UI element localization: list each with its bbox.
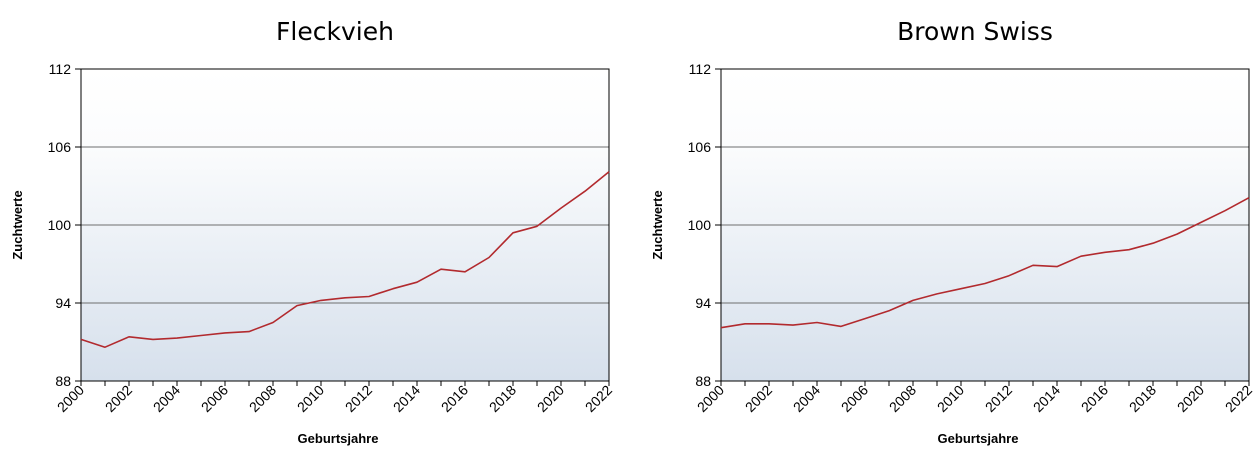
x-tick-label: 2010: [294, 382, 327, 415]
x-tick-label: 2012: [342, 382, 375, 415]
y-tick-label: 100: [688, 217, 712, 233]
y-tick-label: 106: [688, 139, 712, 155]
x-tick-label: 2002: [102, 382, 135, 415]
x-tick-label: 2014: [390, 382, 423, 415]
x-axis-label: Geburtsjahre: [938, 431, 1019, 446]
y-axis-label: Zuchtwerte: [10, 190, 25, 259]
y-tick-label: 88: [55, 373, 71, 389]
y-tick-label: 112: [49, 61, 72, 77]
y-tick-label: 94: [695, 295, 711, 311]
x-tick-label: 2008: [246, 382, 279, 415]
y-tick-label: 100: [48, 217, 72, 233]
y-tick-label: 106: [48, 139, 72, 155]
x-tick-label: 2016: [438, 382, 471, 415]
y-tick-label: 112: [689, 61, 712, 77]
chart-title: Brown Swiss: [897, 17, 1053, 46]
x-tick-label: 2016: [1078, 382, 1111, 415]
chart-panel-fleckvieh: Fleckvieh 88 94 100 106 112 2000 2002 2004 2006 20…: [0, 0, 626, 450]
x-tick-label: 2006: [198, 382, 231, 415]
x-tick-label: 2014: [1030, 382, 1063, 415]
x-tick-label: 2020: [1174, 382, 1207, 415]
x-tick-label: 2002: [742, 382, 775, 415]
series-line: [80, 171, 610, 349]
chart-panel-brown-swiss: Brown Swiss 88 94 100 106 112 2000 2002 2004 2006…: [640, 0, 1253, 450]
x-tick-label: 2008: [886, 382, 919, 415]
x-tick-label: 2018: [486, 382, 519, 415]
x-tick-label: 2012: [982, 382, 1015, 415]
x-axis-label: Geburtsjahre: [298, 431, 379, 446]
x-tick-label: 2010: [934, 382, 967, 415]
y-axis-label: Zuchtwerte: [650, 190, 665, 259]
chart-title: Fleckvieh: [276, 17, 394, 46]
y-tick-label: 88: [695, 373, 711, 389]
x-tick-label: 2004: [150, 382, 183, 415]
y-tick-label: 94: [55, 295, 71, 311]
x-tick-label: 2018: [1126, 382, 1159, 415]
x-tick-label: 2022: [1222, 382, 1253, 415]
x-tick-label: 2006: [838, 382, 871, 415]
series-line: [720, 196, 1250, 329]
x-tick-label: 2004: [790, 382, 823, 415]
x-tick-label: 2020: [534, 382, 567, 415]
x-tick-label: 2022: [582, 382, 615, 415]
